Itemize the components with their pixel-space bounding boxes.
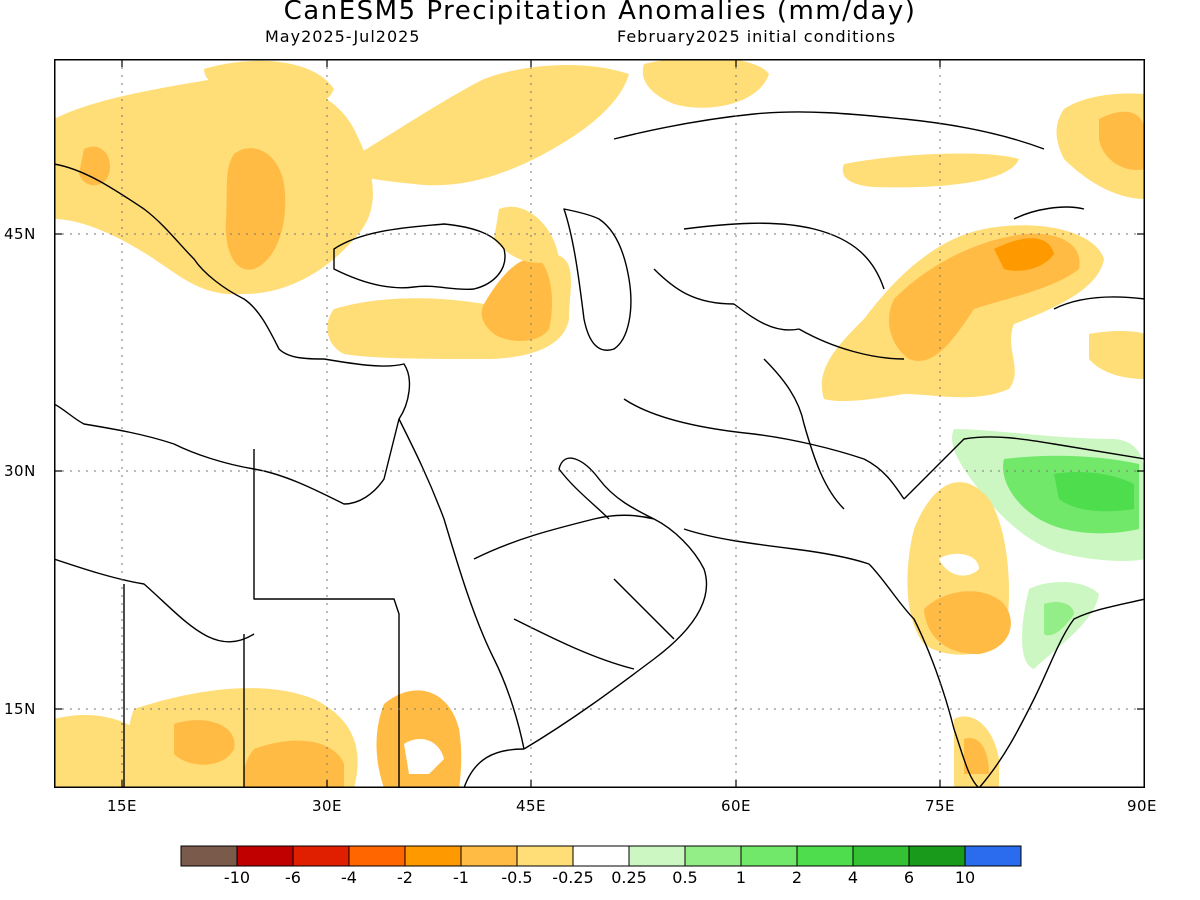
colorbar-swatch bbox=[292, 845, 350, 867]
colorbar-label: -6 bbox=[285, 868, 301, 887]
colorbar-label: -0.5 bbox=[501, 868, 533, 887]
colorbar-label: -0.25 bbox=[552, 868, 594, 887]
colorbar-label: -4 bbox=[341, 868, 357, 887]
colorbar-swatch bbox=[572, 845, 630, 867]
anomaly-shading bbox=[54, 59, 1145, 788]
lon-label-15e: 15E bbox=[106, 797, 138, 815]
map-frame bbox=[54, 59, 1145, 788]
colorbar-label: 10 bbox=[954, 868, 976, 887]
colorbar-swatch bbox=[348, 845, 406, 867]
tick-marks bbox=[54, 59, 1145, 788]
lon-label-90e: 90E bbox=[1126, 797, 1158, 815]
colorbar-swatch bbox=[964, 845, 1022, 867]
coastlines-borders bbox=[54, 111, 1145, 788]
precipitation-map bbox=[54, 59, 1145, 788]
map-title: CanESM5 Precipitation Anomalies (mm/day) bbox=[283, 0, 917, 26]
lat-label-15n: 15N bbox=[4, 700, 36, 718]
colorbar-swatch bbox=[628, 845, 686, 867]
colorbar-label: 1 bbox=[735, 868, 747, 887]
lon-label-30e: 30E bbox=[311, 797, 343, 815]
initial-conditions: February2025 initial conditions bbox=[617, 27, 897, 46]
lat-label-45n: 45N bbox=[4, 225, 36, 243]
lon-label-60e: 60E bbox=[720, 797, 752, 815]
colorbar-swatch bbox=[740, 845, 798, 867]
colorbar-swatch bbox=[684, 845, 742, 867]
colorbar-swatch bbox=[516, 845, 574, 867]
colorbar-label: 0.5 bbox=[672, 868, 698, 887]
colorbar bbox=[180, 845, 1022, 867]
colorbar-label: 6 bbox=[903, 868, 915, 887]
colorbar-label: -1 bbox=[453, 868, 469, 887]
colorbar-swatch bbox=[908, 845, 966, 867]
colorbar-label: 4 bbox=[847, 868, 859, 887]
lon-label-75e: 75E bbox=[924, 797, 956, 815]
graticule bbox=[54, 59, 1145, 788]
colorbar-label: 0.25 bbox=[611, 868, 647, 887]
colorbar-swatch bbox=[404, 845, 462, 867]
colorbar-swatch bbox=[852, 845, 910, 867]
colorbar-swatch bbox=[460, 845, 518, 867]
forecast-period: May2025-Jul2025 bbox=[265, 27, 421, 46]
colorbar-label: -2 bbox=[397, 868, 413, 887]
colorbar-label: 2 bbox=[791, 868, 803, 887]
colorbar-label: -10 bbox=[223, 868, 251, 887]
lon-label-45e: 45E bbox=[515, 797, 547, 815]
colorbar-swatch bbox=[180, 845, 238, 867]
colorbar-swatch bbox=[796, 845, 854, 867]
colorbar-swatch bbox=[236, 845, 294, 867]
lat-label-30n: 30N bbox=[4, 462, 36, 480]
